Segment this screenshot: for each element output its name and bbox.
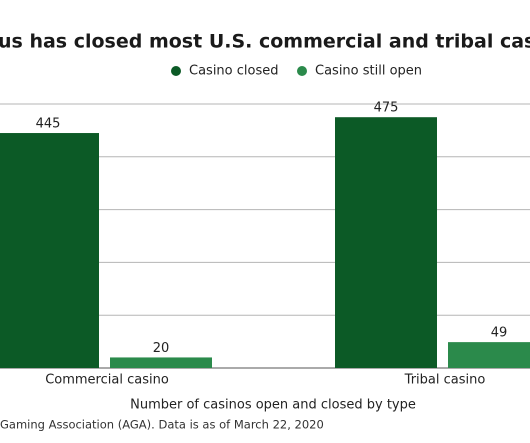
value-label: 20 (153, 341, 170, 356)
value-label: 475 (374, 101, 399, 116)
bar (110, 357, 212, 368)
legend-label: Casino still open (315, 64, 422, 79)
bar (335, 117, 437, 368)
bar (448, 342, 530, 368)
legend-marker (297, 66, 307, 76)
legend-marker (171, 66, 181, 76)
legend-label: Casino closed (189, 64, 279, 79)
bar (0, 133, 99, 368)
x-axis-label: Number of casinos open and closed by typ… (130, 398, 416, 413)
x-tick-label: Tribal casino (404, 373, 486, 388)
value-label: 445 (36, 117, 61, 132)
source-note: Gaming Association (AGA). Data is as of … (0, 418, 324, 432)
value-label: 49 (491, 326, 508, 341)
x-tick-label: Commercial casino (45, 373, 169, 388)
chart-title: us has closed most U.S. commercial and t… (0, 31, 530, 53)
